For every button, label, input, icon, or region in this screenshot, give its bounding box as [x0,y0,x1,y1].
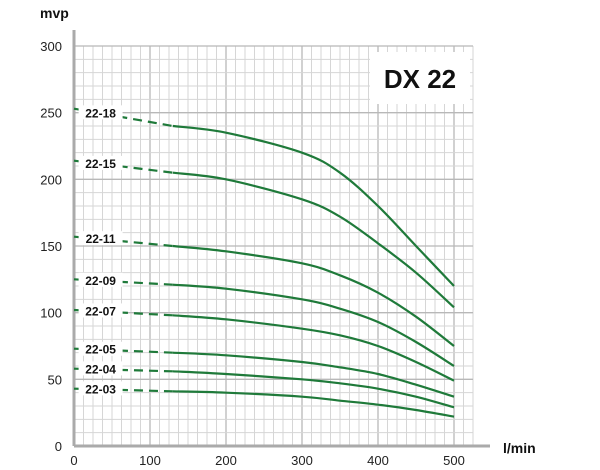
y-tick-label: 50 [48,372,62,387]
y-tick-label: 0 [55,439,62,454]
curve-label-22-07: 22-07 [85,304,116,318]
curve-label-bg [78,303,123,318]
curve-label-bg [78,155,123,170]
curve-label-22-04: 22-04 [85,362,116,376]
x-tick-label: 300 [291,453,313,468]
curves: 22-18 22-15 22-11 22-09 22-07 22-05 22-04 22-03 [73,105,455,418]
y-tick-label: 300 [40,39,62,54]
x-tick-label: 0 [70,453,77,468]
x-tick-label: 100 [139,453,161,468]
curve-22-07 [172,314,455,382]
curve-22-11 [172,244,455,347]
y-axis-label: mvp [40,5,69,21]
curve-label-bg [78,231,123,246]
curve-22-05 [172,351,455,398]
curve-label-22-11: 22-11 [86,232,116,246]
curve-22-04 [172,370,455,409]
curve-label-22-18: 22-18 [85,106,116,120]
curve-22-18 [172,124,455,287]
curve-label-22-03: 22-03 [85,382,116,396]
curve-22-09 [172,283,455,367]
curve-label-22-09: 22-09 [85,274,116,288]
curve-label-bg [78,272,123,287]
curve-label-22-15: 22-15 [85,157,116,171]
x-tick-label: 500 [443,453,465,468]
x-tick-label: 400 [367,453,389,468]
y-tick-label: 150 [40,239,62,254]
curve-label-bg [78,381,123,396]
curve-label-22-05: 22-05 [85,343,116,357]
curve-22-03 [172,390,455,418]
x-tick-label: 200 [215,453,237,468]
x-axis-label: l/min [503,440,536,456]
grid [73,45,474,447]
curve-22-15 [172,171,455,309]
tick-labels: 0 100 200 300 400 500 0 50 100 150 200 250 300 [40,39,465,468]
curve-label-bg [78,105,123,120]
y-tick-label: 200 [40,172,62,187]
axes [72,30,490,448]
y-tick-label: 250 [40,106,62,121]
chart-title: DX 22 [384,64,456,94]
curve-label-bg [78,341,123,356]
title-box [370,52,470,104]
curve-label-bg [78,361,123,376]
y-tick-label: 100 [40,306,62,321]
